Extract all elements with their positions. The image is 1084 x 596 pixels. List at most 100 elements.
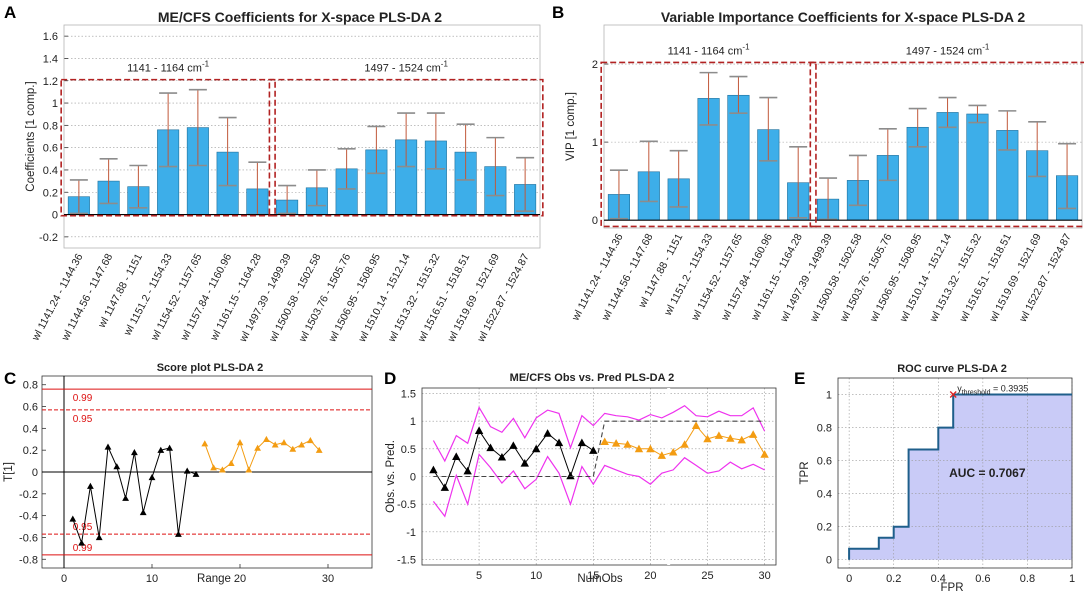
x-axis-label: NumObs [577,573,623,585]
y-tick-label: 0 [826,555,832,567]
score-point [192,470,200,477]
auc-label: AUC = 0.7067 [949,466,1026,480]
threshold-label-value: = 0.3935 [991,384,1029,394]
region-label-text: 1141 - 1164 cm [668,45,743,57]
region-label: 1497 - 1524 cm-1 [906,42,990,57]
score-point [263,435,270,442]
y-tick-label: 0.6 [43,143,58,155]
y-tick-label: 0 [592,215,598,227]
prediction-point [577,438,587,447]
chart-title: Variable Importance Coefficients for X-s… [661,9,1026,25]
prediction-point [589,446,598,454]
chart-score-plot: Score plot PLS-DA 2 -0.8 -0.6 -0.4 -0.2 0 0.2 0… [3,362,373,585]
score-point [227,459,235,466]
confidence-limit-label: 0.99 [73,543,93,554]
prediction-point [634,444,644,453]
y-tick-label: 0.2 [23,445,38,457]
x-tick-label: 10 [530,570,542,582]
y-tick-label: 0.2 [817,522,832,534]
y-axis-label: Obs. vs. Pred. [385,440,397,513]
prediction-point [497,452,507,461]
x-axis-label: FPR [941,582,964,594]
score-point [183,467,191,474]
y-tick-label: 1.2 [43,76,58,88]
panel-label-e: E [794,369,805,388]
prediction-point [566,471,575,480]
y-tick-label: 0 [410,472,416,484]
y-tick-label: 0.4 [817,489,832,501]
panel-label-d: D [384,369,396,388]
plot-frame [421,387,777,566]
y-tick-label: -0.2 [19,489,38,501]
y-tick-label: -0.2 [39,232,58,244]
score-point [175,530,182,537]
chart-title: ME/CFS Obs vs. Pred PLS-DA 2 [510,372,675,384]
y-tick-label: -0.4 [19,511,38,523]
panel-label-c: C [4,369,16,388]
roc-curve [848,393,1072,560]
region-label-unit: -1 [202,60,210,69]
x-tick-label: 0.2 [886,573,901,585]
chart-roc-curve: ROC curve PLS-DA 2 0 0.2 0.4 0.6 0.8 1 0 0.2 0.4 0… [799,363,1075,594]
score-point [113,463,121,470]
prediction-point [611,439,621,447]
region-label: 1141 - 1164 cm-1 [127,60,209,75]
y-tick-label: 1.4 [43,53,58,65]
chart-vip: Variable Importance Coefficients for X-s… [565,9,1084,325]
x-tick-label: 0 [846,573,852,585]
region-box [268,78,544,217]
y-tick-label: 2 [592,59,598,71]
region-label-unit: -1 [982,42,990,51]
prediction-point [760,450,769,458]
prediction-point [691,421,701,429]
prediction-point [703,434,712,443]
y-tick-label: 0 [32,467,38,479]
y-tick-label: -0.8 [19,554,38,566]
y-tick-label: 0.8 [23,380,38,392]
y-tick-label: 1 [826,390,832,402]
threshold-label-sub: threshold [962,390,991,397]
series-line-lower-band [432,453,765,518]
confidence-limit-label: 0.99 [73,393,93,404]
x-tick-label: 0.8 [1020,573,1035,585]
x-tick-label: 10 [146,573,158,585]
score-point [315,446,323,453]
prediction-point [474,426,484,434]
y-tick-label: 1 [592,137,598,149]
prediction-point [486,443,495,452]
prediction-point [440,483,450,491]
score-point [245,466,253,473]
score-point [166,444,173,451]
y-tick-label: 0.4 [43,165,58,177]
score-point [95,534,103,541]
prediction-point [543,429,552,437]
y-axis-label: T[1] [3,462,15,482]
x-tick-label: 5 [476,570,482,582]
prediction-point [669,447,678,456]
x-tick-label: wl 1141.24 - 1144.36 [569,232,625,324]
prediction-point [531,444,541,453]
x-tick-label: 20 [234,573,246,585]
score-point [254,444,261,451]
score-point [289,445,297,452]
region-label-unit: -1 [742,42,750,51]
prediction-point [429,465,438,474]
confidence-limit-label: 0.95 [73,414,93,425]
prediction-point [520,459,529,467]
threshold-label: ythreshold = 0.3935 [957,384,1028,397]
y-axis-label: VIP [1 comp.] [565,92,577,161]
bar [966,113,989,221]
region-box [60,78,276,217]
panel-label-a: A [4,3,16,22]
x-tick-label: 20 [644,570,656,582]
x-tick-label: 0.4 [931,573,946,585]
score-point [201,440,209,447]
y-tick-label: -1.5 [397,554,416,566]
panel-label-b: B [552,3,564,22]
prediction-point [600,437,609,446]
score-point [148,474,156,481]
score-point [280,439,288,446]
region-label-text: 1141 - 1164 cm [127,63,202,75]
chart-title: ROC curve PLS-DA 2 [897,363,1007,375]
